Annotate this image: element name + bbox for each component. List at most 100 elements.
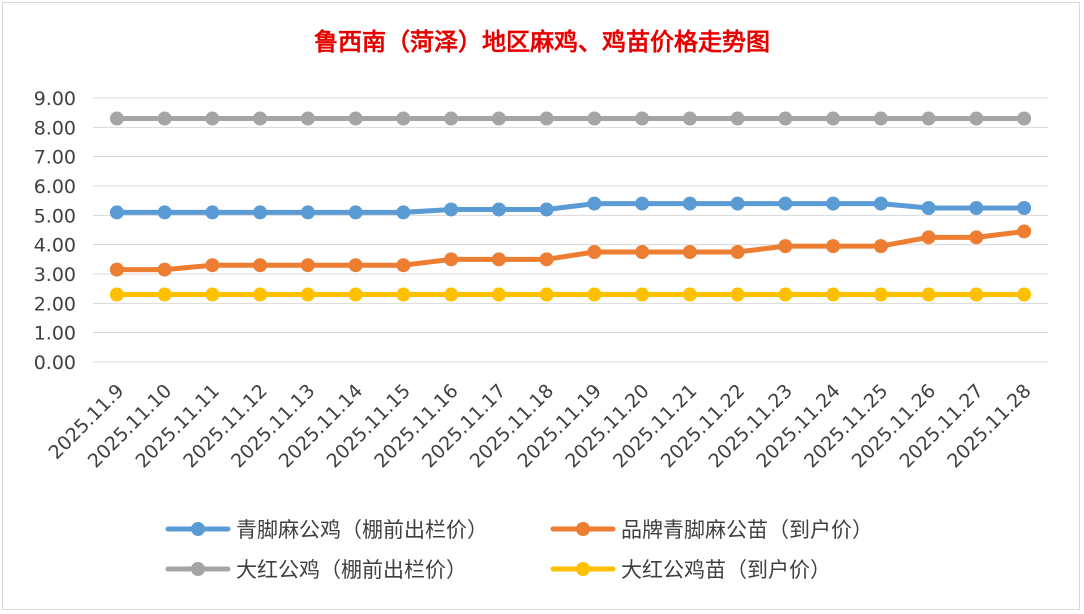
y-tick-label: 6.00 [34,176,76,198]
data-point [300,205,315,220]
data-point [1017,111,1032,126]
legend-label: 品牌青脚麻公苗（到户价） [621,518,873,542]
data-point [1017,201,1032,215]
data-point [348,205,363,220]
data-point [109,262,124,277]
data-point [1017,287,1032,302]
data-point [539,287,554,302]
data-point [635,245,650,259]
x-axis-ticks: 2025.11.92025.11.102025.11.112025.11.122… [44,380,1035,472]
y-tick-label: 3.00 [34,264,76,286]
y-axis-ticks: 0.00 1.00 2.00 3.00 4.00 5.00 6.00 7.00 8.00 9.00 [34,88,76,374]
series-group [109,111,1032,126]
data-point [587,111,602,126]
data-point [157,262,172,277]
data-point [444,202,459,217]
data-point [444,287,459,302]
data-point [253,205,268,220]
gridlines [93,97,1048,363]
data-point [300,258,315,273]
data-point [205,287,220,302]
legend-item: 品牌青脚麻公苗（到户价） [550,518,873,542]
data-point [1017,224,1032,239]
y-tick-label: 1.00 [34,323,76,345]
data-point [253,258,268,273]
data-point [539,202,554,217]
series-lines [109,111,1032,302]
data-point [730,287,745,302]
data-point [682,196,697,211]
data-point [969,111,984,126]
data-point [444,111,459,126]
data-point [873,239,888,254]
data-point [826,239,841,254]
y-tick-label: 9.00 [34,88,76,110]
data-point [491,202,506,217]
data-point [778,111,793,126]
data-point [157,287,172,302]
y-tick-label: 4.00 [34,235,76,257]
legend-marker [576,562,590,576]
data-point [921,201,936,215]
y-tick-label: 2.00 [34,293,76,315]
data-point [873,287,888,302]
y-tick-label: 5.00 [34,205,76,227]
data-point [587,196,602,211]
legend: 青脚麻公鸡（棚前出栏价） 品牌青脚麻公苗（到户价） 大红公鸡（棚前出栏价） 大红公鸡苗… [165,518,873,582]
y-tick-label: 7.00 [34,147,76,169]
data-point [921,287,936,302]
data-point [348,258,363,273]
data-point [635,287,650,302]
data-point [635,196,650,211]
legend-item: 青脚麻公鸡（棚前出栏价） [165,518,488,542]
data-point [396,205,411,220]
data-point [730,196,745,211]
legend-marker [191,562,205,576]
data-point [682,111,697,126]
y-tick-label: 0.00 [34,352,76,374]
data-point [300,111,315,126]
data-point [396,287,411,302]
series-group [109,224,1032,277]
data-point [205,111,220,126]
data-point [587,287,602,302]
data-point [348,287,363,302]
data-point [491,287,506,302]
y-tick-label: 8.00 [34,117,76,139]
legend-marker [191,522,205,536]
data-point [969,230,984,245]
data-point [778,287,793,302]
data-point [873,111,888,126]
series-group [109,287,1032,302]
data-point [730,245,745,259]
data-point [396,258,411,273]
legend-label: 大红公鸡（棚前出栏价） [236,558,467,582]
data-point [205,258,220,273]
data-point [873,196,888,211]
data-point [157,111,172,126]
data-point [730,111,745,126]
data-point [778,196,793,211]
data-point [157,205,172,220]
data-point [539,252,554,267]
data-point [921,230,936,245]
chart-title: 鲁西南（菏泽）地区麻鸡、鸡苗价格走势图 [314,28,770,56]
data-point [109,287,124,302]
data-point [539,111,554,126]
data-point [109,111,124,126]
data-point [491,111,506,126]
series-line [114,228,1027,273]
series-group [109,196,1032,220]
data-point [444,252,459,267]
data-point [826,111,841,126]
data-point [491,252,506,267]
data-point [826,287,841,302]
data-point [587,245,602,259]
data-point [253,287,268,302]
data-point [348,111,363,126]
legend-label: 大红公鸡苗（到户价） [621,558,831,582]
data-point [205,205,220,220]
legend-marker [576,522,590,536]
